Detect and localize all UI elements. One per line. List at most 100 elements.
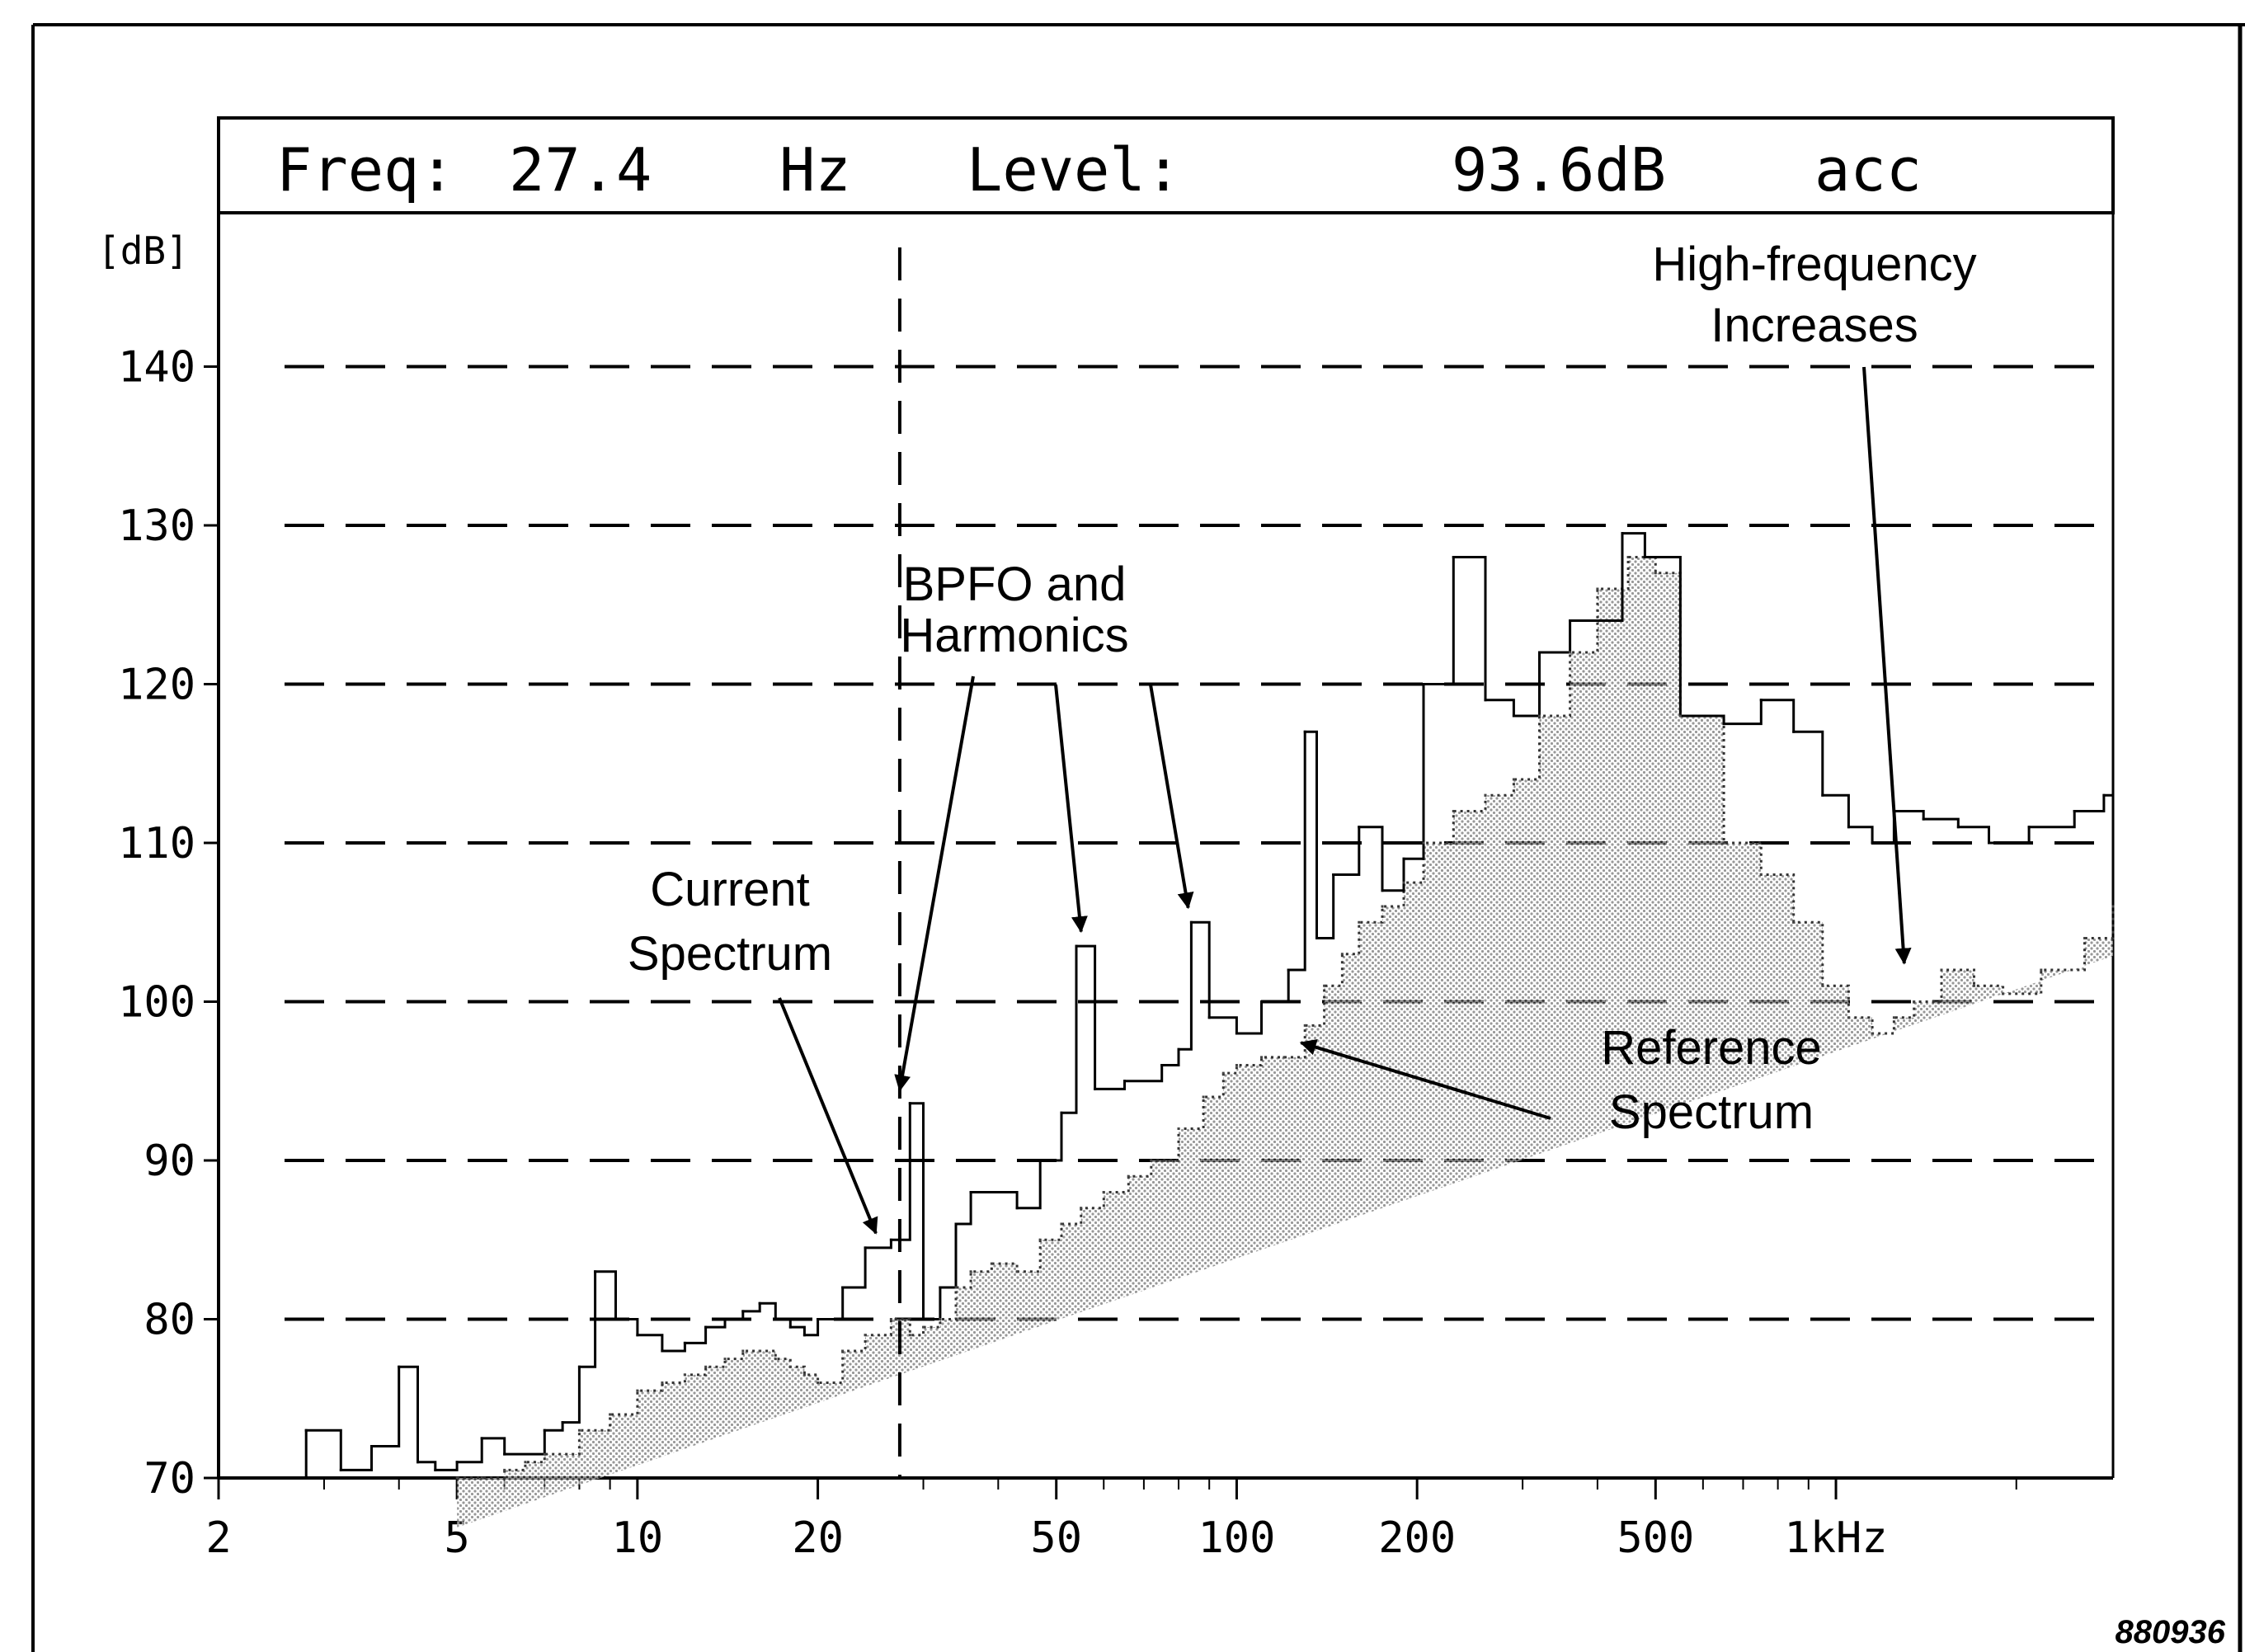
reference-point [802, 1373, 806, 1377]
current-point [1847, 826, 1850, 829]
current-point [1792, 730, 1796, 733]
reference-point [1340, 953, 1344, 956]
current-point [683, 1341, 686, 1344]
current-point [841, 1286, 845, 1289]
current-point [594, 1270, 597, 1273]
current-point [636, 1334, 639, 1337]
current-point [990, 1191, 993, 1193]
current-point [969, 1191, 972, 1193]
reference-point [954, 1286, 958, 1289]
current-point [864, 1246, 867, 1250]
current-point [741, 1310, 745, 1313]
reference-point [455, 1476, 459, 1480]
current-point [1722, 722, 1725, 726]
reference-point [636, 1389, 639, 1392]
x-tick-label-20: 20 [792, 1513, 844, 1563]
current-point [1123, 1080, 1127, 1083]
current-point [1260, 1000, 1264, 1003]
reference-point [1358, 920, 1361, 924]
reference-point [524, 1461, 527, 1464]
reference-point [1484, 793, 1487, 797]
current-point [1759, 699, 1763, 702]
reference-point [543, 1452, 546, 1456]
freq-unit: Hz [779, 135, 851, 205]
reference-point [1892, 1016, 1895, 1019]
x-tick-label-200: 200 [1378, 1513, 1456, 1563]
current-point [1015, 1207, 1019, 1210]
reference-point [1221, 1071, 1225, 1075]
current-point [661, 1349, 664, 1353]
reference-point [1537, 714, 1541, 718]
reference-point [480, 1476, 483, 1480]
reference-point [864, 1334, 867, 1337]
current-point [217, 1476, 220, 1480]
current-point [614, 1318, 618, 1320]
current-point [1537, 651, 1541, 654]
reference-point [788, 1365, 792, 1368]
current-point [1287, 968, 1290, 972]
annotation-reference-arrow [1299, 1038, 1551, 1120]
reference-point [1038, 1238, 1042, 1241]
reference-point [1512, 778, 1515, 781]
current-point [1956, 826, 1960, 829]
reference-point [1381, 905, 1384, 908]
reference-point [1303, 1024, 1306, 1027]
current-point [1303, 730, 1306, 733]
annotation-bpfo-arrow [1149, 684, 1194, 910]
level-value: 93.6dB [1452, 135, 1666, 205]
x-tick-label-1kHz: 1kHz [1784, 1513, 1887, 1563]
reference-point [1235, 1064, 1238, 1066]
reference-point [609, 1413, 612, 1416]
reference-point [1323, 984, 1326, 987]
reference-point [1127, 1174, 1130, 1178]
current-point [1177, 1047, 1180, 1051]
current-point [723, 1318, 727, 1320]
current-spectrum-line [219, 532, 2113, 1480]
reference-point [2002, 992, 2005, 995]
reference-point [889, 1318, 892, 1320]
annotation-reference-line-1: Reference [1601, 1021, 1822, 1075]
annotation-highfreq-line-1: High-frequency [1652, 238, 1976, 291]
current-point [1422, 683, 1425, 685]
figure-id: 880936 [2116, 1614, 2226, 1650]
reference-point [1972, 984, 1975, 987]
current-point [304, 1428, 308, 1432]
reference-point [1678, 714, 1682, 718]
current-point [480, 1437, 483, 1440]
reference-point [1177, 1127, 1180, 1130]
reference-point [723, 1358, 727, 1361]
current-point [1358, 826, 1361, 829]
reference-point [1821, 984, 1824, 987]
reference-point [1452, 810, 1455, 812]
current-point [954, 1222, 958, 1226]
annotation-highfreq-line-2: Increases [1711, 299, 1918, 352]
y-tick-label-100: 100 [118, 978, 195, 1028]
reference-point [1569, 651, 1572, 654]
current-point [1332, 873, 1335, 876]
x-tick-label-2: 2 [205, 1513, 231, 1563]
reference-point [1015, 1270, 1019, 1273]
y-tick-label-90: 90 [144, 1137, 195, 1186]
current-point [1038, 1159, 1042, 1162]
current-point [1235, 1032, 1238, 1035]
reference-point [969, 1270, 972, 1273]
reference-point [1060, 1222, 1063, 1226]
current-point [1484, 699, 1487, 702]
annotation-current-line-1: Current [650, 863, 809, 916]
reference-point [1722, 841, 1725, 845]
reference-point [908, 1334, 911, 1337]
current-point [543, 1428, 546, 1432]
reference-point [1202, 1095, 1205, 1099]
current-point [417, 1461, 420, 1464]
current-point [1094, 1087, 1097, 1090]
current-point [774, 1318, 777, 1320]
current-point [1402, 857, 1405, 860]
current-point [1315, 937, 1318, 939]
y-axis-unit-label: [dB] [97, 228, 189, 273]
annotation-bpfo-line-1: BPFO and [903, 558, 1127, 611]
current-point [939, 1286, 942, 1289]
reference-point [758, 1349, 761, 1353]
current-point [1922, 817, 1925, 821]
reference-point [1913, 1000, 1916, 1003]
